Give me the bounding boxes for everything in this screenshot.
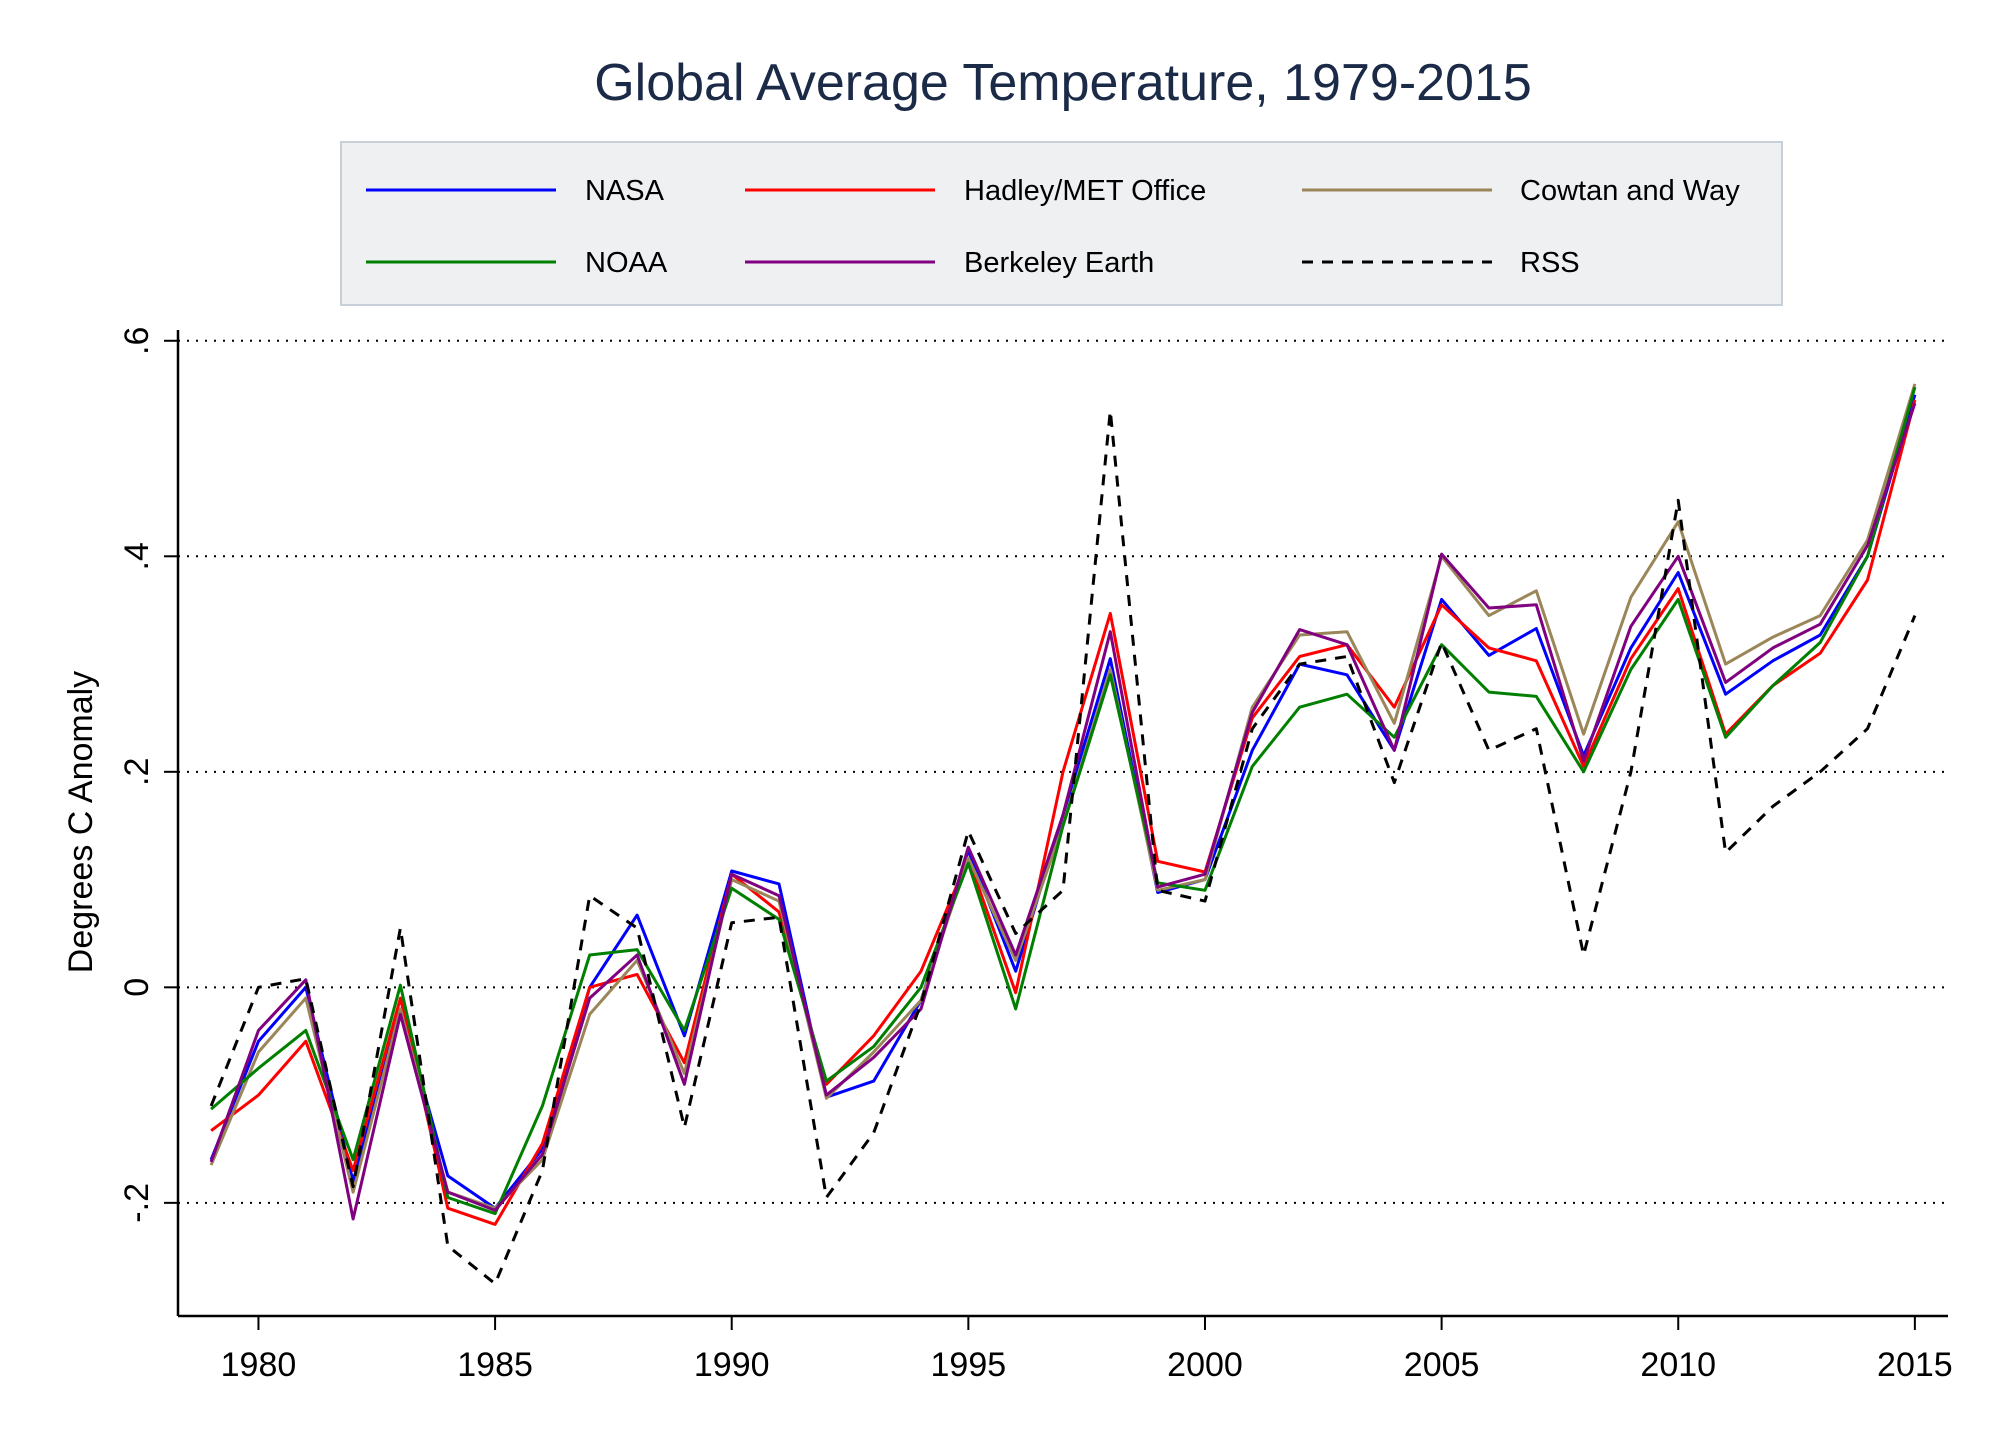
series-line-nasa — [209, 394, 1917, 1210]
series-lines — [209, 383, 1917, 1286]
x-tick-label: 1995 — [931, 1346, 1007, 1384]
series-line-hadley-met-office — [210, 399, 1917, 1226]
chart-title: Global Average Temperature, 1979-2015 — [594, 54, 1532, 112]
legend-label-rss: RSS — [1520, 247, 1580, 279]
y-tick-label: 0 — [118, 978, 156, 997]
y-axis-title: Degrees C Anomaly — [62, 671, 100, 973]
legend-label-hadley-met-office: Hadley/MET Office — [964, 175, 1206, 207]
y-tick-label: .6 — [118, 327, 156, 355]
legend-label-cowtan-and-way: Cowtan and Way — [1520, 175, 1740, 207]
legend-label-berkeley-earth: Berkeley Earth — [964, 247, 1154, 279]
x-tick-label: 2005 — [1404, 1346, 1480, 1384]
x-tick-label: 1985 — [457, 1346, 533, 1384]
y-tick-label: .2 — [118, 758, 156, 786]
series-line-rss — [209, 409, 1917, 1286]
axes: -.2 0 .2 .4 .6 1980 1985 1990 1995 2000 2005 2010 20… — [118, 327, 1953, 1384]
y-tick-label: .4 — [118, 542, 156, 570]
series-line-cowtan-and-way — [209, 383, 1917, 1210]
legend: NASA Hadley/MET Office Cowtan and Way NOAA B… — [340, 141, 1783, 306]
series-line-berkeley-earth — [209, 402, 1917, 1221]
x-tick-label: 2010 — [1640, 1346, 1716, 1384]
x-tick-label: 1980 — [221, 1346, 297, 1384]
series-line-noaa — [210, 386, 1917, 1216]
x-tick-label: 2000 — [1167, 1346, 1243, 1384]
legend-label-nasa: NASA — [585, 175, 665, 207]
legend-box — [340, 141, 1783, 306]
x-tick-label: 1990 — [694, 1346, 770, 1384]
legend-label-noaa: NOAA — [585, 247, 668, 279]
y-tick-label: -.2 — [118, 1183, 156, 1223]
x-tick-label: 2015 — [1877, 1346, 1953, 1384]
